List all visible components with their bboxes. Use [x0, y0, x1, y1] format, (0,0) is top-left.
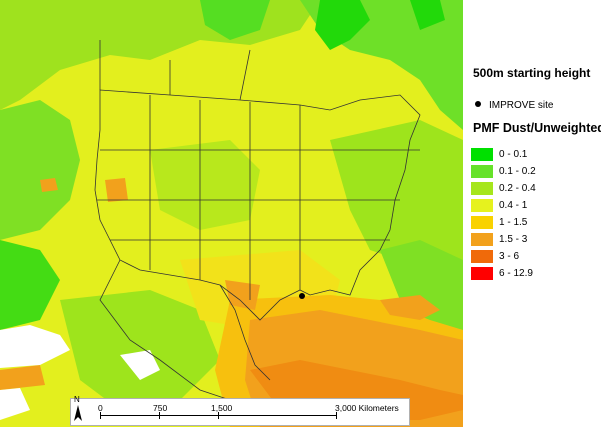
legend-class-label: 3 - 6: [499, 250, 520, 262]
legend-swatch: [471, 249, 493, 263]
map-view[interactable]: [0, 0, 463, 427]
legend-panel: 500m starting height IMPROVE site PMF Du…: [463, 0, 601, 427]
us-outline: [94, 89, 421, 321]
zone-texas-orange: [225, 280, 260, 310]
legend-class-label: 0.4 - 1: [499, 199, 528, 211]
scale-tick: [159, 412, 160, 419]
scale-label-0: 0: [98, 403, 103, 413]
mexico-line: [99, 259, 231, 401]
legend-class-label: 0.1 - 0.2: [499, 165, 536, 177]
legend-swatch: [471, 164, 493, 178]
legend-swatch: [471, 266, 493, 280]
low-value-zones: [0, 0, 463, 410]
zone-canada-bright: [315, 0, 370, 50]
scale-tick: [100, 412, 101, 419]
legend-class-row: 0.4 - 1: [471, 197, 527, 213]
legend-swatch: [471, 147, 493, 161]
north-arrow: N: [72, 395, 84, 425]
zone-west-green: [0, 100, 80, 240]
north-arrow-icon: [74, 405, 82, 421]
coast-gulf: [219, 284, 271, 381]
legend-class-label: 0 - 0.1: [499, 148, 528, 160]
nodata-pacific: [0, 325, 70, 368]
state-boundaries: [94, 40, 421, 401]
legend-class-label: 1 - 1.5: [499, 216, 528, 228]
legend-class-row: 6 - 12.9: [471, 265, 533, 281]
scale-bar: 0 750 1,500 3,000 Kilometers: [70, 398, 410, 426]
scale-label-1500: 1,500: [211, 403, 233, 413]
zone-pacific-green: [0, 240, 60, 330]
legend-class-row: 0 - 0.1: [471, 146, 527, 162]
improve-site-marker: [299, 293, 305, 299]
dust-map: [0, 0, 463, 427]
zone-plains-green: [150, 140, 260, 230]
nodata-baja: [120, 350, 160, 380]
legend-class-label: 1.5 - 3: [499, 233, 528, 245]
legend-class-row: 1 - 1.5: [471, 214, 527, 230]
scale-tick: [336, 412, 337, 419]
legend-swatch: [471, 181, 493, 195]
north-label: N: [74, 395, 80, 404]
zone-southeast-green: [380, 240, 463, 330]
zone-canada-bright-3: [200, 0, 270, 40]
site-dot-icon: [475, 101, 481, 108]
zone-pacific-orange: [0, 365, 45, 390]
zone-west-orange-2: [40, 178, 58, 192]
legend-class-row: 0.1 - 0.2: [471, 163, 536, 179]
nodata-areas: [0, 325, 160, 420]
legend-swatch: [471, 215, 493, 229]
legend-height-title: 500m starting height: [473, 66, 591, 80]
legend-site-entry: IMPROVE site: [475, 100, 553, 111]
scale-label-750: 750: [153, 403, 168, 413]
zone-west-orange-1: [105, 178, 128, 202]
legend-class-row: 1.5 - 3: [471, 231, 527, 247]
zone-canada-bright-2: [410, 0, 445, 30]
canada-line: [99, 40, 251, 101]
legend-swatch: [471, 198, 493, 212]
nodata-pacific-2: [0, 388, 30, 420]
legend-swatch: [471, 232, 493, 246]
legend-site-label: IMPROVE site: [489, 100, 554, 111]
legend-class-label: 6 - 12.9: [499, 267, 533, 279]
zone-atlantic-orange: [380, 295, 440, 320]
scale-tick: [218, 412, 219, 419]
legend-class-label: 0.2 - 0.4: [499, 182, 536, 194]
legend-pmf-title: PMF Dust/Unweighted: [473, 121, 601, 135]
scale-label-3000: 3,000 Kilometers: [335, 403, 399, 413]
legend-class-row: 0.2 - 0.4: [471, 180, 536, 196]
zone-mexico-green: [60, 290, 220, 410]
legend-class-row: 3 - 6: [471, 248, 519, 264]
